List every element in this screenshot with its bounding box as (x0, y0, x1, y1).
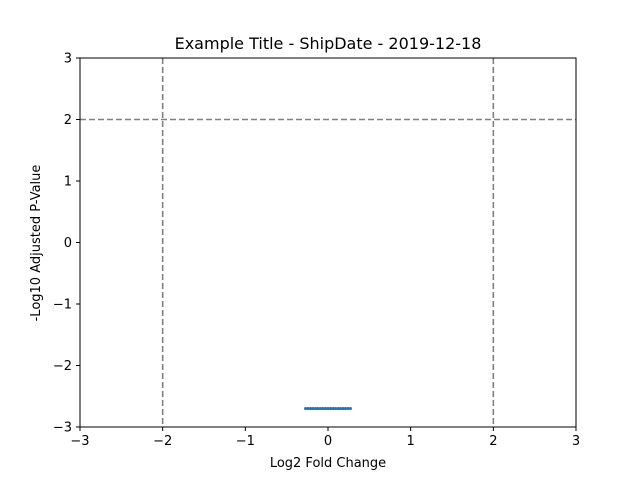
data-point (314, 406, 318, 411)
data-point (309, 406, 313, 411)
plot-frame (79, 57, 577, 428)
y-tick-label: 3 (64, 52, 72, 67)
y-tick-label: −3 (53, 421, 72, 436)
y-tick-label: −1 (53, 298, 72, 313)
data-point (348, 406, 352, 411)
data-point (343, 406, 347, 411)
data-point (346, 406, 350, 411)
data-point (341, 406, 345, 411)
x-tick-label: 3 (572, 434, 580, 449)
data-point (318, 406, 323, 411)
x-tick-label: 0 (324, 434, 332, 449)
x-tick-label: 1 (407, 434, 415, 449)
x-tick-label: −2 (153, 434, 172, 449)
data-point (331, 406, 335, 411)
y-axis-label: -Log10 Adjusted P-Value (29, 165, 44, 322)
data-point (333, 406, 338, 411)
y-tick-label: 0 (64, 236, 72, 251)
data-point (304, 406, 308, 411)
data-point (326, 406, 330, 411)
plot-area (80, 58, 576, 427)
axis-ticks: −3 −2 −1 0 1 2 3 −3 −2 −1 0 1 2 3 (53, 52, 580, 450)
y-tick-label: −2 (53, 359, 72, 374)
data-point (323, 406, 328, 411)
data-point (316, 406, 320, 411)
data-point (311, 406, 315, 411)
data-point (338, 406, 342, 411)
x-tick-label: 2 (489, 434, 497, 449)
data-point (336, 406, 340, 411)
data-point (321, 406, 325, 411)
x-axis-label: Log2 Fold Change (270, 456, 386, 471)
data-point (328, 406, 333, 411)
chart-title: Example Title - ShipDate - 2019-12-18 (175, 34, 482, 53)
y-tick-label: 2 (64, 113, 72, 128)
data-point (306, 406, 310, 411)
x-tick-label: −1 (236, 434, 255, 449)
y-tick-label: 1 (64, 175, 72, 190)
x-tick-label: −3 (70, 434, 89, 449)
